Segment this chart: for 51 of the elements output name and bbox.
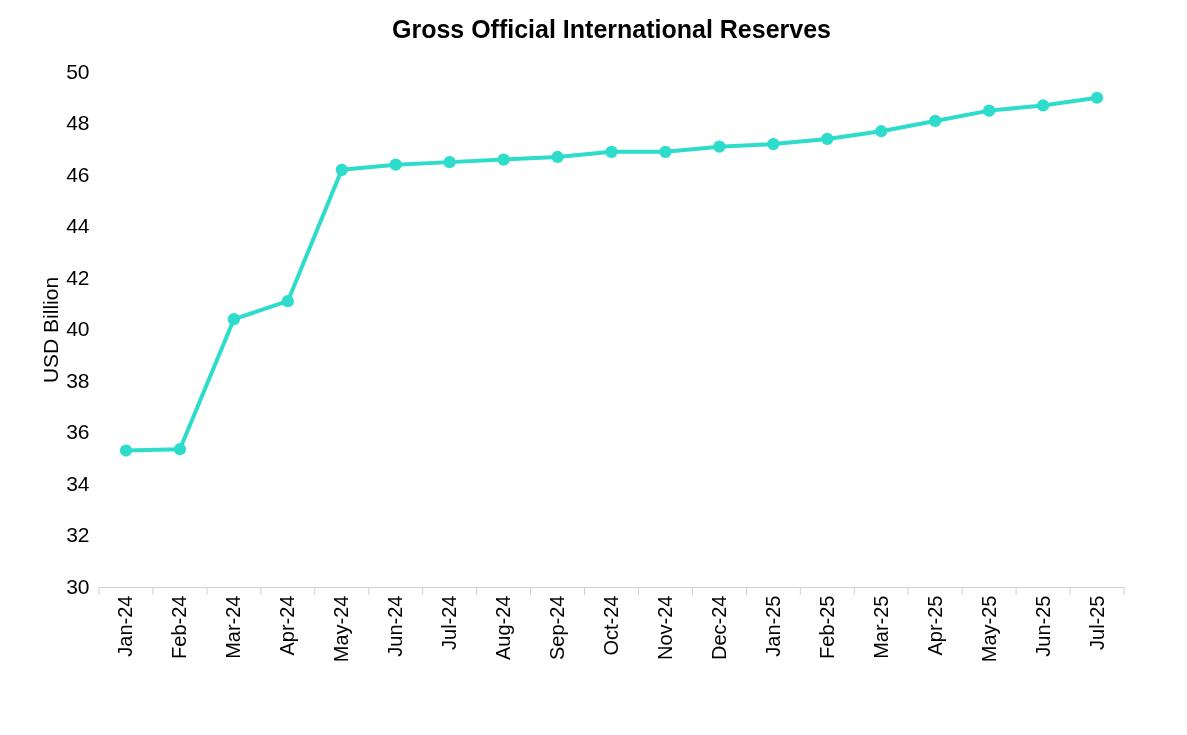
y-tick-label: 44 <box>66 214 90 237</box>
x-tick-label: Apr-24 <box>276 595 299 656</box>
point <box>767 137 780 151</box>
point <box>119 444 133 457</box>
point <box>1090 91 1104 104</box>
point <box>875 125 888 138</box>
point <box>443 156 456 169</box>
x-tick-label: May-25 <box>977 595 1000 663</box>
y-tick-label: 42 <box>66 265 90 289</box>
y-tick-label: 46 <box>66 162 90 186</box>
x-tick-label: Mar-24 <box>222 595 245 659</box>
x-tick-label: Jul-24 <box>438 595 461 650</box>
x-tick-label: Jan-24 <box>114 595 137 657</box>
y-tick-label: 38 <box>66 368 90 392</box>
chart-title: Gross Official International Reserves <box>391 15 832 43</box>
x-tick-label: Mar-25 <box>869 595 892 659</box>
point <box>821 132 834 146</box>
x-tick-label: Aug-24 <box>492 595 515 660</box>
point <box>983 104 996 117</box>
point <box>605 145 618 158</box>
point <box>659 145 672 158</box>
x-tick-label: Jun-24 <box>384 595 407 657</box>
point <box>281 295 294 308</box>
x-tick-label: Oct-24 <box>600 595 622 656</box>
x-tick-label: Dec-24 <box>707 595 730 660</box>
x-tick-label: Jun-25 <box>1031 595 1054 657</box>
x-tick-label: Sep-24 <box>546 595 569 660</box>
x-tick-label: Nov-24 <box>653 595 676 660</box>
y-tick-label: 32 <box>66 523 90 546</box>
point <box>551 150 564 164</box>
y-tick-label: 48 <box>66 111 90 134</box>
x-tick-label: Jul-25 <box>1085 595 1108 650</box>
point <box>713 140 726 153</box>
x-tick-label: Jan-25 <box>761 595 784 657</box>
x-tick-label: May-24 <box>330 595 353 663</box>
point <box>227 313 240 326</box>
y-tick-label: 50 <box>66 59 90 83</box>
y-tick-label: 40 <box>66 317 90 340</box>
x-tick-label: Feb-24 <box>168 595 191 659</box>
y-tick-label: 36 <box>66 420 90 443</box>
y-tick-label: 34 <box>66 471 90 495</box>
point <box>335 163 348 176</box>
y-axis-title: USD Billion <box>39 276 63 384</box>
x-tick-label: Apr-25 <box>923 595 946 656</box>
point <box>929 114 942 128</box>
y-tick-label: 30 <box>66 574 90 598</box>
point <box>1036 99 1050 112</box>
x-tick-label: Feb-25 <box>815 595 838 659</box>
point <box>497 153 510 166</box>
point <box>389 158 402 171</box>
point <box>173 443 187 456</box>
